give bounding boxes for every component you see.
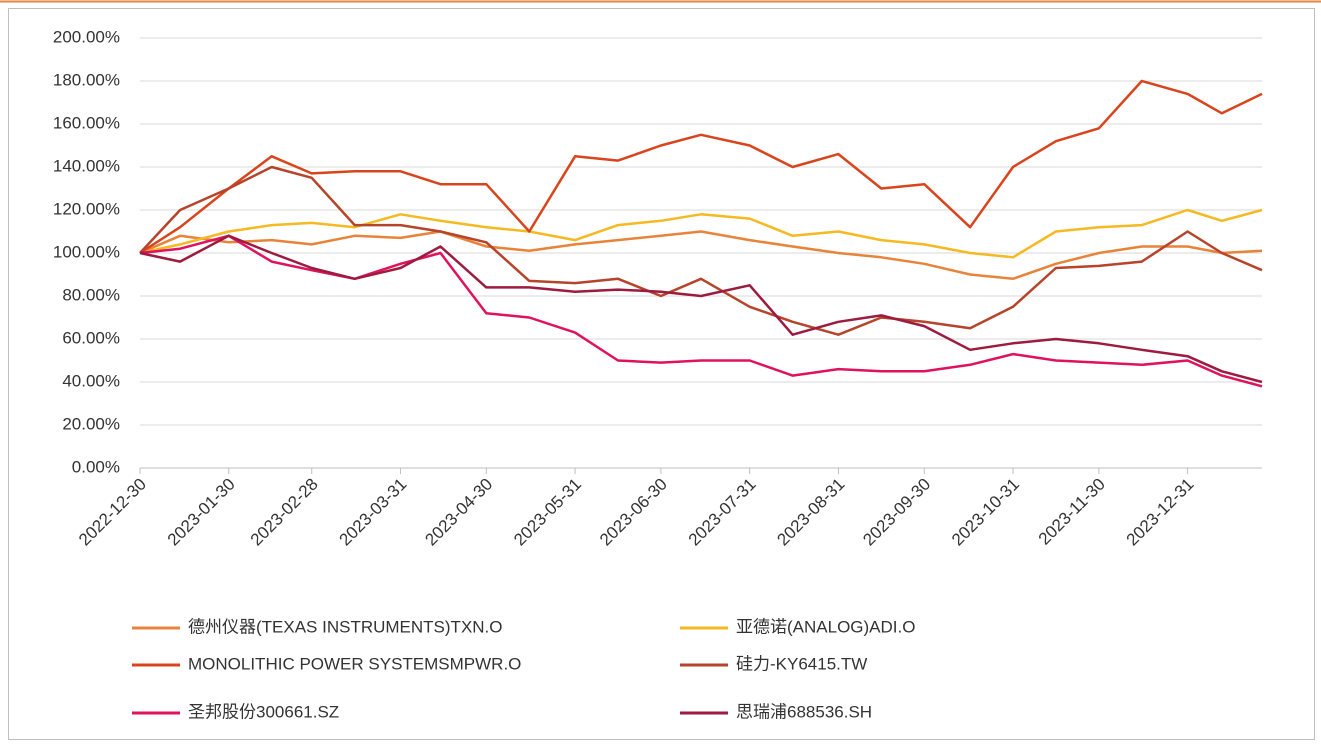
- legend-label: 亚德诺(ANALOG)ADI.O: [736, 617, 915, 636]
- series-line: [139, 230, 1263, 281]
- y-tick-label: 200.00%: [53, 27, 120, 46]
- y-tick-label: 180.00%: [53, 70, 120, 89]
- y-tick-label: 160.00%: [53, 113, 120, 132]
- y-tick-label: 100.00%: [53, 242, 120, 261]
- x-tick-label: 2023-01-30: [164, 475, 239, 550]
- y-tick-label: 80.00%: [62, 285, 120, 304]
- legend-label: 圣邦股份300661.SZ: [188, 702, 339, 721]
- x-tick-label: 2023-02-28: [247, 475, 322, 550]
- x-tick-label: 2022-12-30: [75, 475, 150, 550]
- y-tick-label: 40.00%: [62, 371, 120, 390]
- series-line: [139, 165, 1263, 336]
- series-line: [139, 79, 1263, 255]
- legend-label: 思瑞浦688536.SH: [736, 702, 872, 721]
- y-tick-label: 140.00%: [53, 156, 120, 175]
- x-tick-label: 2023-06-30: [596, 475, 671, 550]
- y-tick-label: 120.00%: [53, 199, 120, 218]
- x-tick-label: 2023-07-31: [685, 475, 760, 550]
- legend-label: 德州仪器(TEXAS INSTRUMENTS)TXN.O: [188, 617, 503, 636]
- frame: [8, 8, 1315, 740]
- x-tick-label: 2023-10-31: [948, 475, 1023, 550]
- legend-label: 硅力-KY6415.TW: [736, 654, 867, 673]
- series-line: [139, 234, 1263, 384]
- x-tick-label: 2023-12-31: [1123, 475, 1198, 550]
- x-tick-label: 2023-08-31: [773, 475, 848, 550]
- series-line: [139, 208, 1263, 259]
- x-tick-label: 2023-04-30: [421, 475, 496, 550]
- y-tick-label: 60.00%: [62, 328, 120, 347]
- legend-label: MONOLITHIC POWER SYSTEMSMPWR.O: [188, 654, 521, 673]
- x-tick-label: 2023-11-30: [1035, 475, 1109, 549]
- x-tick-label: 2023-09-30: [859, 475, 934, 550]
- x-tick-label: 2023-03-31: [336, 475, 411, 550]
- y-tick-label: 0.00%: [72, 457, 120, 476]
- x-tick-label: 2023-05-31: [510, 475, 585, 550]
- y-tick-label: 20.00%: [62, 414, 120, 433]
- series-line: [139, 234, 1263, 388]
